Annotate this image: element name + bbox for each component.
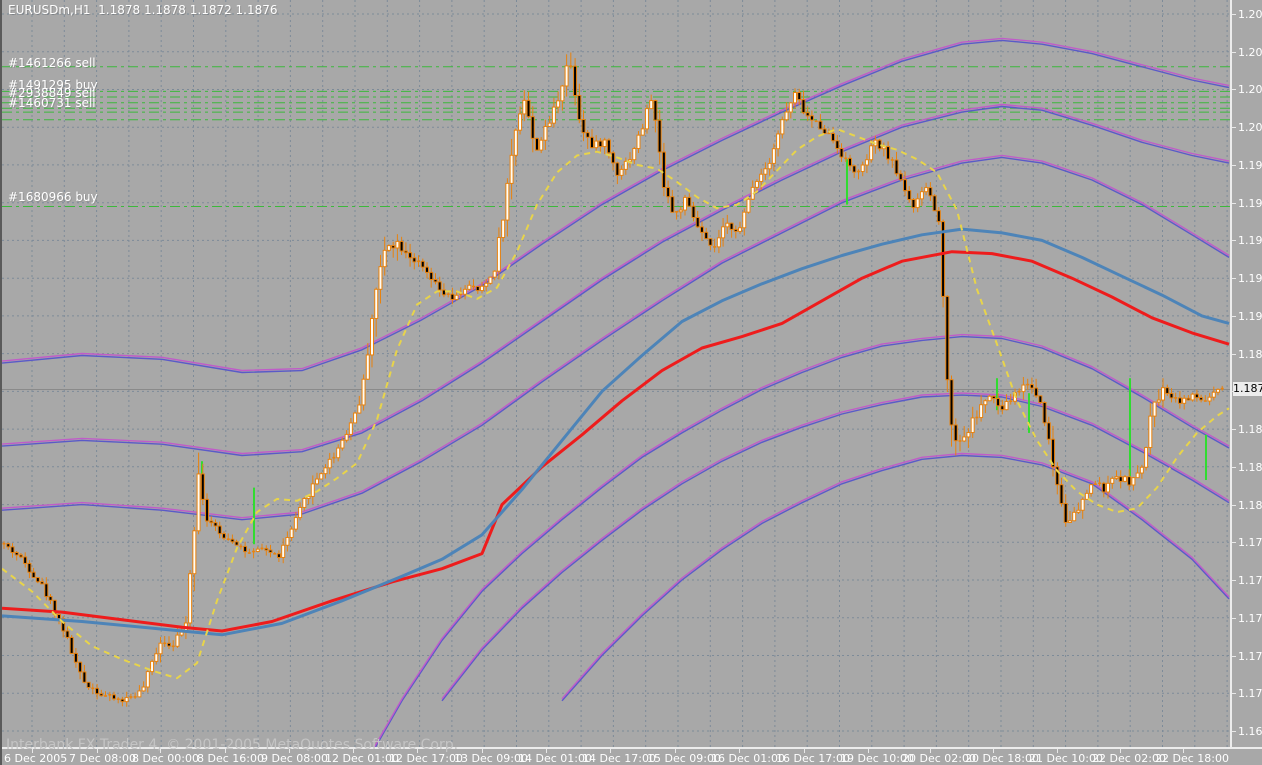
price-axis-tick <box>1232 164 1236 166</box>
price-axis-tick <box>1232 14 1236 15</box>
time-axis-label: 15 Dec 09:00 <box>647 752 721 765</box>
time-axis-tick <box>289 749 290 753</box>
time-axis-label: 22 Dec 18:00 <box>1155 752 1229 765</box>
time-axis-label: 20 Dec 18:00 <box>965 752 1039 765</box>
price-axis-label: 1.1775 <box>1238 574 1262 588</box>
price-axis-label: 1.1975 <box>1238 196 1262 210</box>
current-price-tag: 1.1876 <box>1233 382 1262 397</box>
price-axis-tick <box>1232 504 1236 506</box>
time-axis-tick <box>930 749 931 753</box>
price-axis-tick <box>1232 51 1236 53</box>
price-axis-label: 1.1995 <box>1238 158 1262 172</box>
order-label: #2938849 sell <box>8 86 96 100</box>
time-axis-label: 21 Dec 10:00 <box>1029 752 1103 765</box>
time-axis-label: 16 Dec 17:00 <box>776 752 850 765</box>
price-axis-tick <box>1232 278 1236 280</box>
time-axis-tick <box>546 749 547 753</box>
time-axis-tick <box>417 749 418 753</box>
time-axis-tick <box>610 749 611 753</box>
time-axis-tick <box>97 749 98 753</box>
time-axis-label: 12 Dec 17:00 <box>389 752 463 765</box>
chart-plot[interactable] <box>2 0 1230 747</box>
price-axis-label: 1.1955 <box>1238 234 1262 248</box>
price-axis-label: 1.1915 <box>1238 309 1262 323</box>
time-axis-label: 13 Dec 09:00 <box>454 752 528 765</box>
time-axis-label: 7 Dec 08:00 <box>69 752 136 765</box>
time-axis-label: 9 Dec 08:00 <box>261 752 328 765</box>
time-axis-label: 14 Dec 01:00 <box>518 752 592 765</box>
price-axis-label: 1.1895 <box>1238 347 1262 361</box>
price-axis-label: 1.2055 <box>1238 45 1262 59</box>
time-axis-label: 14 Dec 17:00 <box>582 752 656 765</box>
time-axis-tick <box>160 749 161 753</box>
order-label: #1491295 buy <box>8 78 98 92</box>
time-axis-tick <box>868 749 869 753</box>
price-axis-tick <box>1232 542 1236 544</box>
time-axis-tick <box>225 749 226 753</box>
price-axis-label: 1.1695 <box>1238 724 1262 738</box>
price-axis-tick <box>1232 353 1236 355</box>
price-axis-tick <box>1232 693 1236 695</box>
price-axis-tick <box>1232 429 1236 431</box>
copyright-text: Interbank FX Trader 4, © 2001-2005 MetaQ… <box>6 737 459 753</box>
time-axis-label: 8 Dec 16:00 <box>197 752 264 765</box>
chart-title: EURUSDm,H1 1.1878 1.1878 1.1872 1.1876 <box>8 3 278 17</box>
time-axis-tick <box>739 749 740 753</box>
time-axis-label: 8 Dec 00:00 <box>132 752 199 765</box>
price-axis-label: 1.2075 <box>1238 8 1262 21</box>
price-axis-label: 1.1835 <box>1238 460 1262 474</box>
price-axis-label: 1.1935 <box>1238 272 1262 286</box>
time-axis-tick <box>32 749 33 753</box>
price-axis-tick <box>1232 202 1236 204</box>
price-axis-label: 1.1715 <box>1238 687 1262 701</box>
order-label: #1461266 sell <box>8 56 96 70</box>
time-axis-tick <box>1120 749 1121 753</box>
price-axis-tick <box>1232 655 1236 657</box>
time-axis-tick <box>804 749 805 753</box>
price-axis-tick <box>1232 240 1236 242</box>
order-label: #1680966 buy <box>8 190 98 204</box>
time-axis-label: 12 Dec 01:00 <box>325 752 399 765</box>
price-axis-tick <box>1232 466 1236 468</box>
price-axis-tick <box>1232 127 1236 129</box>
time-axis-label: 20 Dec 02:00 <box>902 752 976 765</box>
time-axis-label: 22 Dec 02:00 <box>1092 752 1166 765</box>
time-axis[interactable]: 6 Dec 2005 7 Dec 08:00 8 Dec 00:00 8 Dec 16… <box>2 747 1262 765</box>
time-axis-tick <box>993 749 994 753</box>
price-axis-tick <box>1232 315 1236 317</box>
time-axis-tick <box>353 749 354 753</box>
time-axis-label: 6 Dec 2005 <box>4 752 68 765</box>
price-axis-label: 1.2015 <box>1238 121 1262 135</box>
price-axis-tick <box>1232 730 1236 732</box>
price-axis-label: 1.2035 <box>1238 83 1262 97</box>
time-axis-tick <box>675 749 676 753</box>
price-axis[interactable]: 1.2075 1.2055 1.2035 1.2015 1.1995 1.1975 1.19… <box>1230 0 1262 747</box>
order-label: #1460731 sell <box>8 96 96 110</box>
chart-canvas[interactable]: EURUSDm,H1 1.1878 1.1878 1.1872 1.1876 #… <box>2 0 1230 753</box>
price-axis-label: 1.1735 <box>1238 649 1262 663</box>
time-axis-label: 19 Dec 10:00 <box>840 752 914 765</box>
price-axis-label: 1.1855 <box>1238 423 1262 437</box>
time-axis-label: 16 Dec 01:00 <box>711 752 785 765</box>
time-axis-tick <box>1183 749 1184 753</box>
price-axis-label: 1.1755 <box>1238 611 1262 625</box>
time-axis-tick <box>1057 749 1058 753</box>
price-axis-label: 1.1815 <box>1238 498 1262 512</box>
price-axis-tick <box>1232 580 1236 582</box>
price-axis-tick <box>1232 617 1236 619</box>
price-axis-tick <box>1232 89 1236 91</box>
time-axis-tick <box>482 749 483 753</box>
price-axis-label: 1.1795 <box>1238 536 1262 550</box>
